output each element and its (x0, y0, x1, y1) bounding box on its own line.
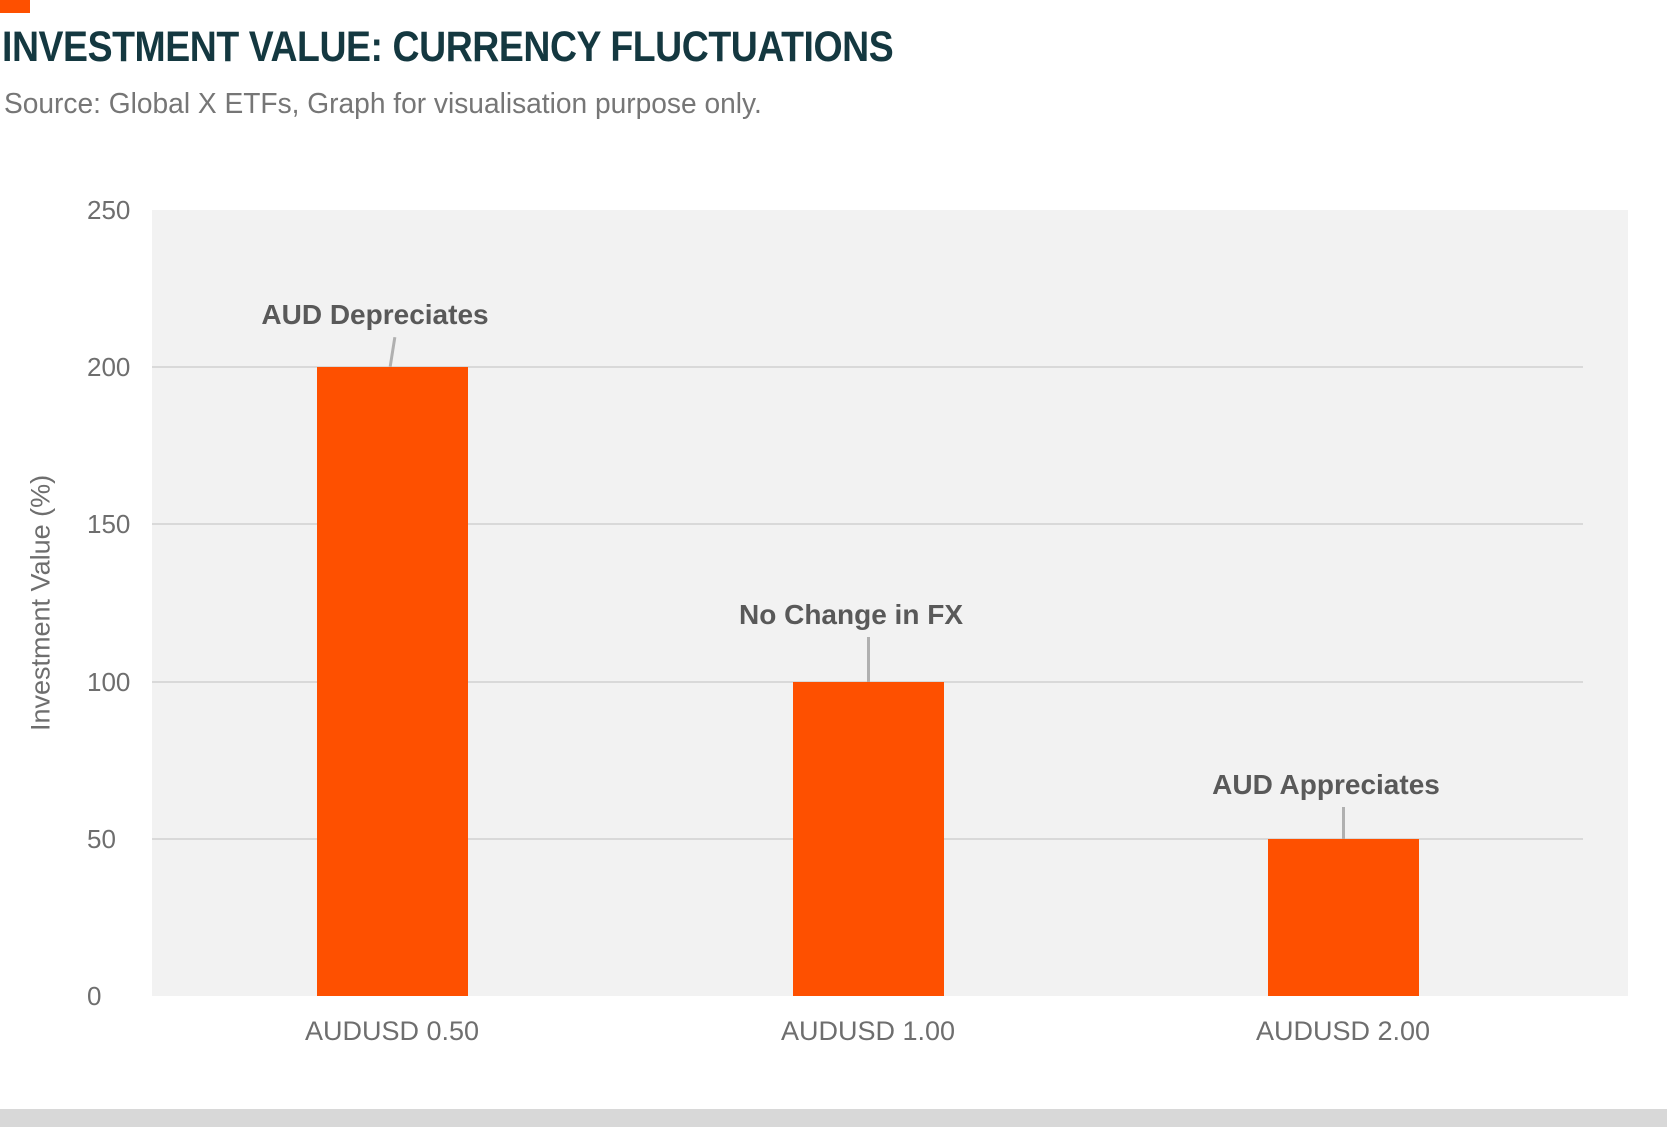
page-title: INVESTMENT VALUE: CURRENCY FLUCTUATIONS (2, 23, 894, 71)
bar-AUDUSD 1.00 (792, 681, 944, 996)
bar-annotation: No Change in FX (739, 598, 963, 630)
bar-annotation: AUD Depreciates (261, 299, 489, 331)
x-tick-label: AUDUSD 2.00 (1255, 1016, 1431, 1046)
y-tick-label-150: 150 (87, 509, 131, 540)
x-tick-label: AUDUSD 0.50 (304, 1016, 480, 1046)
y-tick-label-100: 100 (87, 666, 131, 697)
gridline-200 (152, 366, 1583, 369)
bar-annotation: AUD Appreciates (1212, 768, 1440, 800)
annotation-leader-line (1341, 806, 1345, 839)
gridline-150 (152, 523, 1583, 526)
y-tick-label-250: 250 (87, 195, 131, 225)
brand-mark (0, 0, 30, 13)
y-axis-title: Investment Value (%) (25, 474, 56, 732)
y-tick-label-200: 200 (87, 352, 131, 383)
source-note: Source: Global X ETFs, Graph for visuali… (4, 88, 762, 120)
x-tick-label: AUDUSD 1.00 (780, 1016, 956, 1046)
bar-AUDUSD 0.50 (316, 367, 468, 996)
bottom-strip (0, 1109, 1667, 1127)
y-tick-label-0: 0 (87, 981, 102, 1011)
y-tick-label-50: 50 (87, 823, 116, 854)
annotation-leader-line (866, 636, 870, 682)
bar-AUDUSD 2.00 (1267, 838, 1419, 996)
